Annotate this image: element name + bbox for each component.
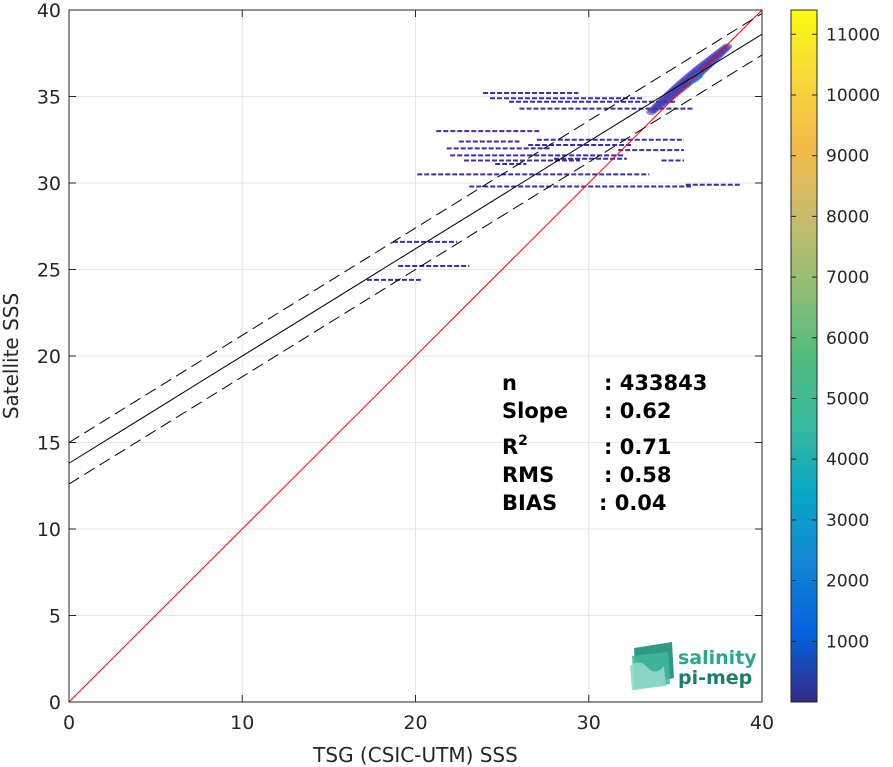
stat-value: : 0.58 xyxy=(604,463,672,487)
colorbar-tick-label: 10000 xyxy=(826,86,880,106)
y-axis-ticks: 0 5 10 15 20 25 30 35 40 xyxy=(37,0,762,714)
colorbar-tick-label: 9000 xyxy=(826,147,869,167)
y-tick-label: 35 xyxy=(37,87,61,109)
y-tick-label: 20 xyxy=(37,346,61,368)
colorbar-tick-label: 2000 xyxy=(826,572,869,592)
stat-label: n xyxy=(502,371,517,395)
x-axis-ticks: 0 10 20 30 40 xyxy=(63,10,774,734)
colorbar-tick-label: 4000 xyxy=(826,450,869,470)
density-core-point xyxy=(722,43,733,50)
colorbar-tick-label: 7000 xyxy=(826,268,869,288)
fit-lower-line xyxy=(68,54,763,485)
y-tick-label: 15 xyxy=(37,433,61,455)
colorbar-tick-label: 5000 xyxy=(826,389,869,409)
stat-value: : 0.71 xyxy=(604,435,672,459)
stat-superscript: 2 xyxy=(518,433,528,449)
stat-label: Slope xyxy=(502,399,568,423)
logo-text-salinity: salinity xyxy=(678,647,757,669)
y-axis-label: Satellite SSS xyxy=(0,293,23,419)
density-peak xyxy=(688,71,704,84)
x-tick-label: 40 xyxy=(750,712,774,734)
y-tick-label: 40 xyxy=(37,0,61,22)
stat-label: BIAS xyxy=(502,491,557,515)
x-tick-label: 0 xyxy=(63,712,75,734)
logo-layer-3 xyxy=(630,662,666,690)
colorbar-tick-label: 8000 xyxy=(826,207,869,227)
stat-label: R2 xyxy=(502,433,528,459)
x-tick-label: 10 xyxy=(230,712,254,734)
stat-value: : 0.04 xyxy=(599,491,667,515)
colorbar-tick-label: 11000 xyxy=(826,25,880,45)
colorbar-tick-label: 1000 xyxy=(826,632,869,652)
colorbar-tick-label: 6000 xyxy=(826,329,869,349)
y-tick-label: 30 xyxy=(37,173,61,195)
one-to-one-line xyxy=(68,9,763,703)
y-tick-label: 10 xyxy=(37,519,61,541)
x-axis-label: TSG (CSIC-UTM) SSS xyxy=(312,743,518,767)
stat-label: RMS xyxy=(502,463,554,487)
salinity-pi-mep-logo: salinity pi-mep xyxy=(630,642,757,690)
stat-value: : 433843 xyxy=(604,371,707,395)
logo-text-pi-mep: pi-mep xyxy=(678,667,752,689)
y-tick-label: 0 xyxy=(49,692,61,714)
colorbar-tick-label: 3000 xyxy=(826,511,869,531)
fit-upper-line xyxy=(68,13,763,443)
colorbar xyxy=(790,9,818,703)
x-tick-label: 30 xyxy=(577,712,601,734)
stats-box: n : 433843 Slope : 0.62 R2 : 0.71 RMS : 0.58 BIA… xyxy=(502,371,707,515)
stat-value: : 0.62 xyxy=(604,399,672,423)
colorbar-ticks: 1000 2000 3000 4000 5000 6000 7000 8000 9000 1000… xyxy=(791,25,880,652)
x-tick-label: 20 xyxy=(403,712,427,734)
fit-line xyxy=(68,33,763,464)
y-tick-label: 25 xyxy=(37,260,61,282)
regression-lines xyxy=(68,9,763,703)
y-tick-label: 5 xyxy=(49,606,61,628)
